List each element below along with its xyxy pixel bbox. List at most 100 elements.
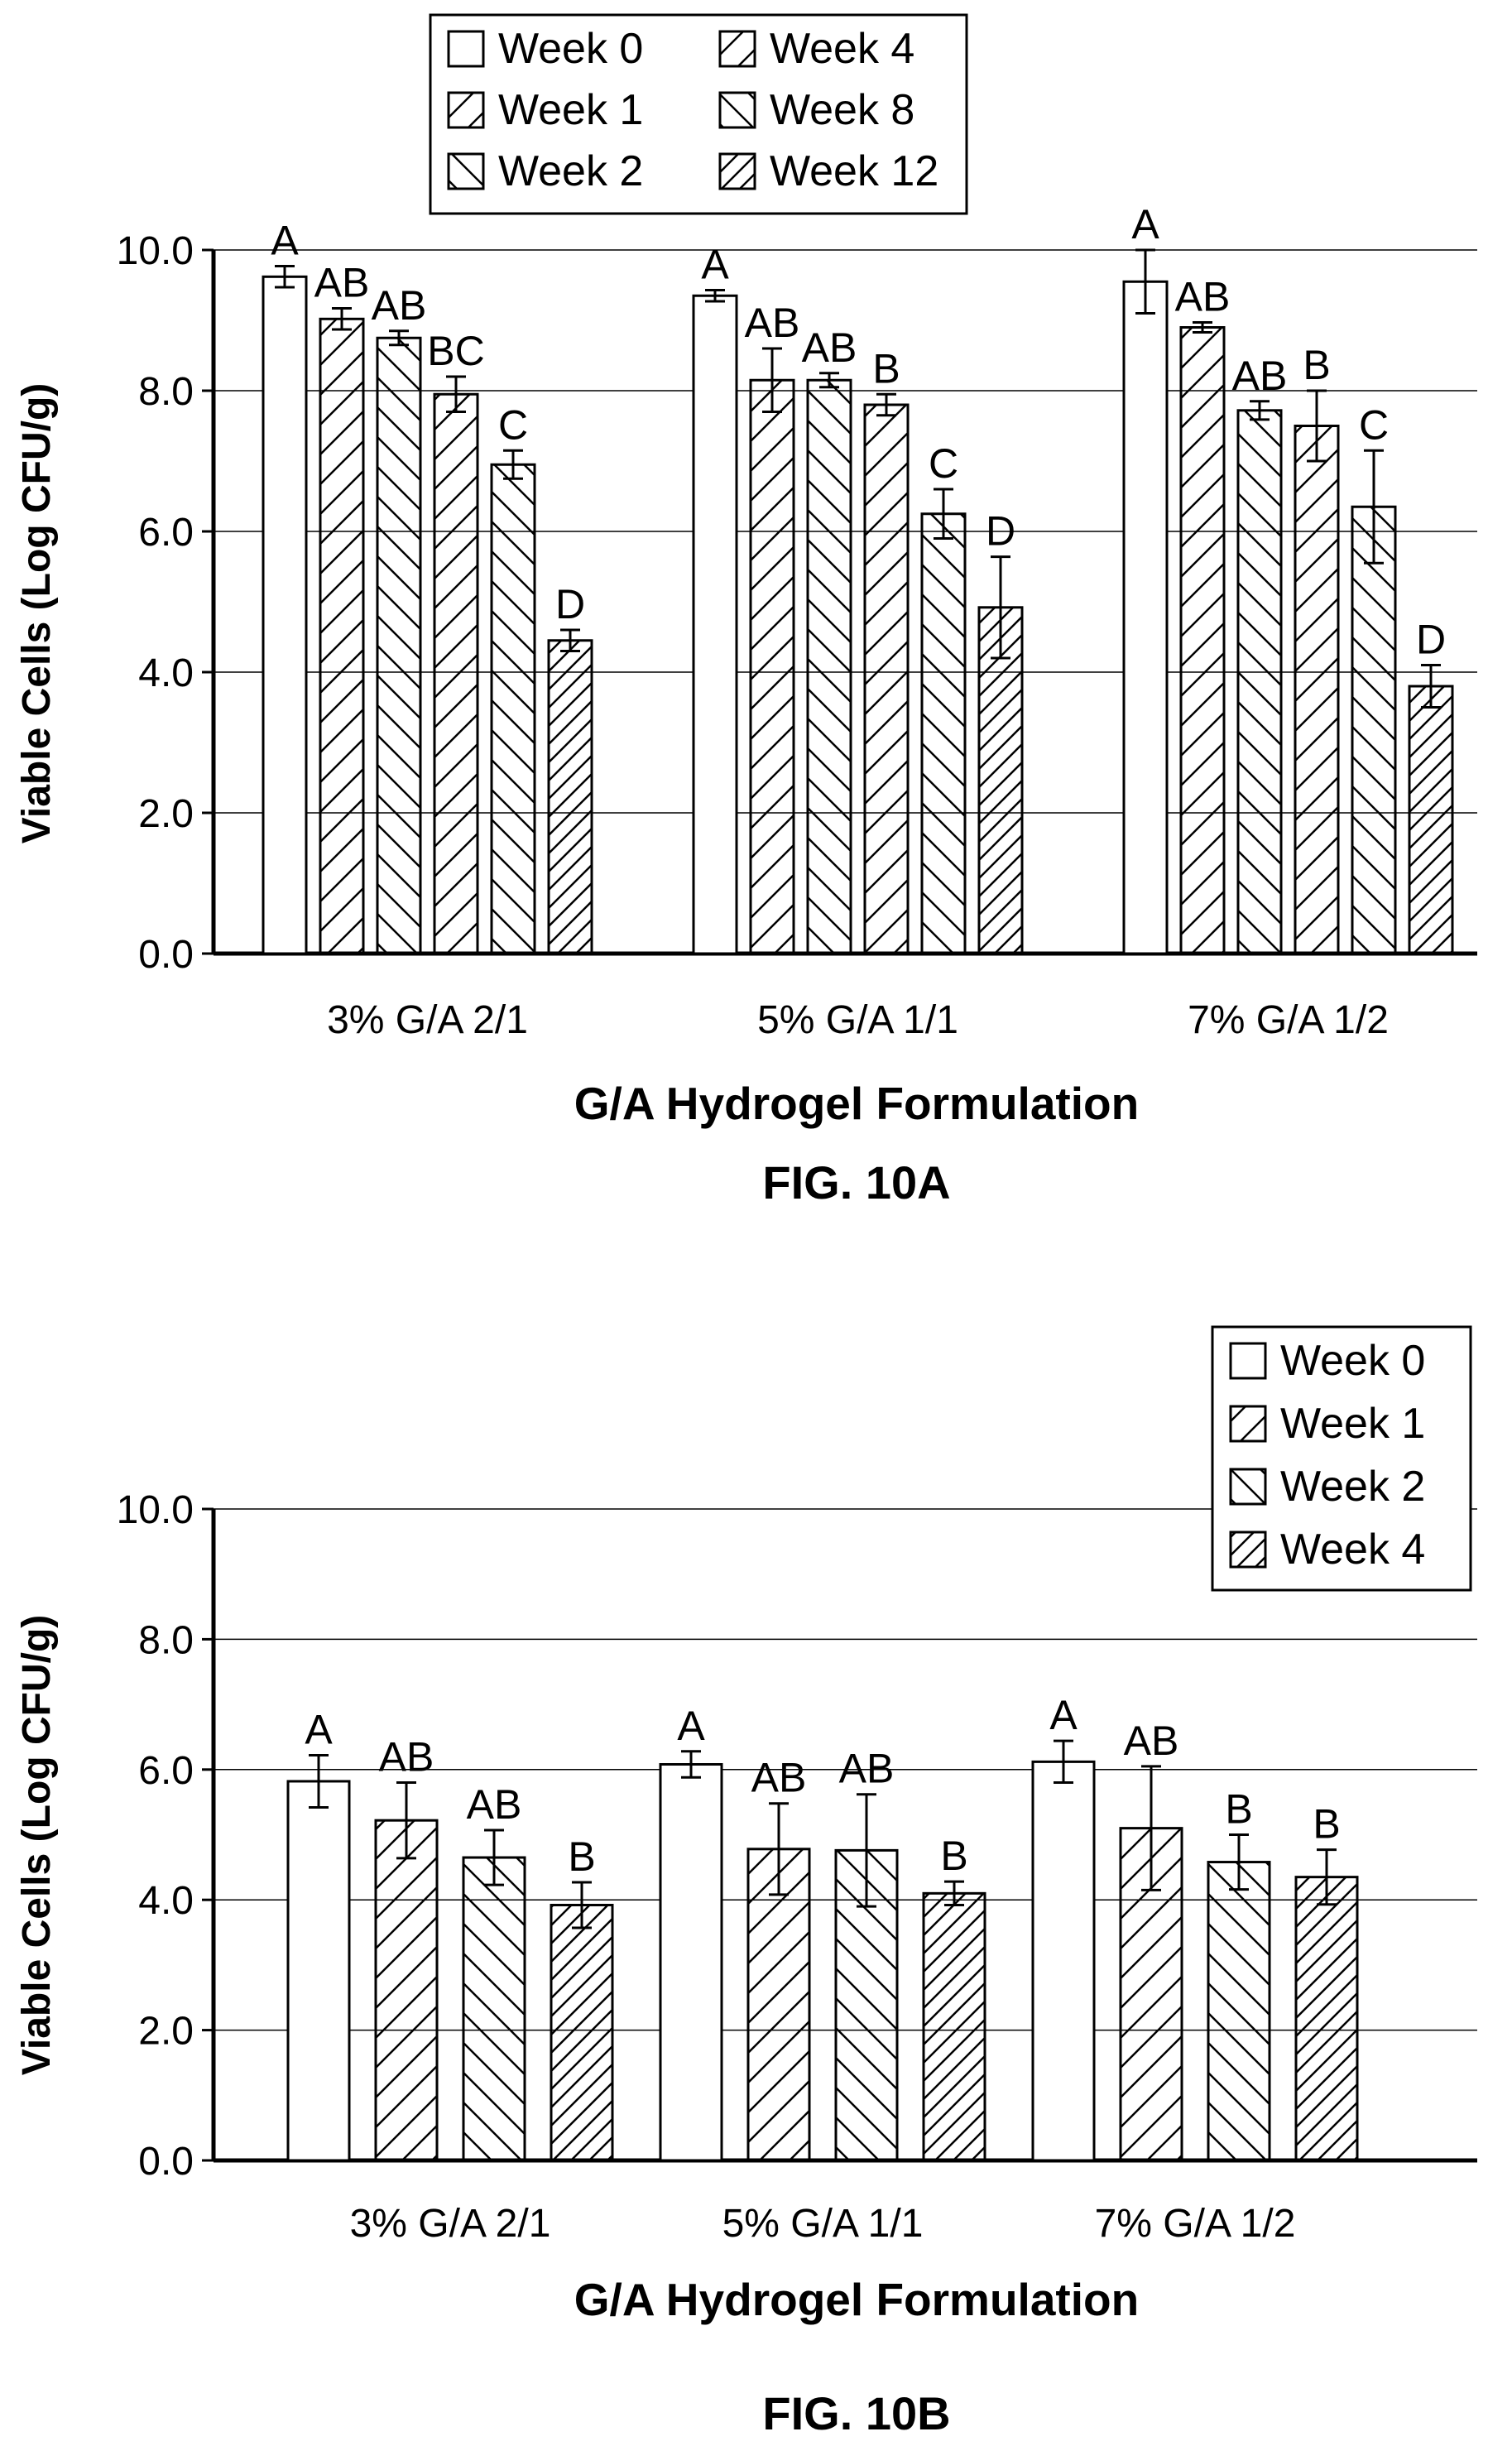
legend-entry: Week 2 [1280,1463,1425,1511]
bar [1408,685,1454,955]
bar [1294,425,1340,955]
significance-label: BC [427,328,484,374]
bar [286,1780,351,2162]
significance-label: AB [372,282,427,329]
legend: Week 0 Week 1 Week 2 Week 4 [1211,1325,1472,1592]
x-category-label: 3% G/A 2/1 [350,2202,551,2246]
x-axis-label: G/A Hydrogel Formulation [574,1078,1139,1129]
legend-swatch [1229,1405,1267,1443]
bar [920,512,967,955]
bar [1122,280,1169,955]
bar [922,1891,986,2162]
significance-label: C [929,440,958,487]
bar [806,378,852,955]
x-axis-label: G/A Hydrogel Formulation [574,2274,1139,2325]
significance-label: AB [751,1755,807,1801]
bar [262,275,308,955]
bar [433,392,479,955]
bar [376,336,422,955]
figure-caption: FIG. 10B [762,2387,950,2439]
significance-label: C [1359,401,1389,448]
legend-swatch [718,30,756,68]
y-tick-label: 8.0 [138,1618,194,1662]
legend-swatch [447,152,485,190]
legend-entry: Week 12 [770,147,938,195]
x-category-label: 5% G/A 1/1 [757,998,958,1042]
x-category-label: 5% G/A 1/1 [722,2202,924,2246]
legend-swatch [718,152,756,190]
bar [319,317,365,955]
bar [1207,1861,1271,2162]
x-category-label: 3% G/A 2/1 [327,998,528,1042]
significance-label: A [305,1706,333,1752]
y-tick-label: 10.0 [117,1488,194,1532]
y-tick-label: 0.0 [138,933,194,977]
bar [692,294,738,955]
legend-entry: Week 1 [1280,1400,1425,1448]
significance-label: AB [802,324,857,371]
legend-entry: Week 0 [1280,1337,1425,1385]
significance-label: AB [1124,1718,1179,1764]
bar [1236,409,1283,955]
bar [550,1903,614,2162]
significance-label: B [872,345,900,392]
significance-label: D [555,581,585,627]
x-category-label: 7% G/A 1/2 [1095,2202,1296,2246]
y-tick-label: 2.0 [138,792,194,836]
legend-entry: Week 4 [1280,1526,1425,1574]
figure-caption: FIG. 10A [762,1156,950,1209]
significance-label: A [1049,1692,1078,1738]
legend-frame [429,13,968,215]
significance-label: AB [745,300,800,346]
legend-entry: Week 4 [770,25,914,73]
legend-swatch [1229,1531,1267,1569]
bar [1351,505,1397,955]
bar [863,403,910,955]
significance-label: AB [379,1734,434,1780]
bar [1179,326,1226,955]
y-tick-label: 10.0 [117,229,194,273]
legend-entry: Week 1 [498,86,643,134]
bar [749,378,795,955]
legend-swatch [1229,1468,1267,1506]
bar [462,1856,526,2162]
y-tick-label: 6.0 [138,1749,194,1793]
y-axis-label: Viable Cells (Log CFU/g) [15,383,59,844]
legend: Week 0 Week 1 Week 2 Week 4 Week 8 Week 12 [429,13,968,215]
y-tick-label: 8.0 [138,370,194,414]
significance-label: A [1131,201,1159,247]
significance-label: AB [1175,274,1231,320]
y-tick-label: 0.0 [138,2140,194,2184]
significance-label: D [1416,617,1446,663]
y-tick-label: 4.0 [138,651,194,695]
bar [977,606,1024,955]
bar [1031,1760,1096,2162]
significance-label: AB [314,260,370,306]
y-axis-label: Viable Cells (Log CFU/g) [15,1615,59,2076]
significance-label: AB [839,1746,895,1792]
significance-label: B [1303,342,1330,388]
significance-label: B [940,1833,967,1879]
significance-label: B [568,1833,595,1880]
significance-label: B [1225,1786,1252,1833]
y-tick-label: 6.0 [138,511,194,555]
legend-swatch [718,91,756,129]
y-tick-label: 2.0 [138,2010,194,2054]
significance-label: C [498,401,528,448]
bar [1294,1876,1359,2162]
legend-entry: Week 2 [498,147,643,195]
legend-entry: Week 0 [498,25,643,73]
significance-label: A [271,218,299,264]
significance-label: AB [467,1781,522,1828]
bar [547,639,593,955]
bar [834,1848,899,2162]
legend-swatch [447,30,485,68]
x-category-label: 7% G/A 1/2 [1188,998,1389,1042]
significance-label: D [986,508,1015,555]
bar [659,1763,723,2162]
bar [490,463,536,955]
legend-swatch [1229,1342,1267,1380]
